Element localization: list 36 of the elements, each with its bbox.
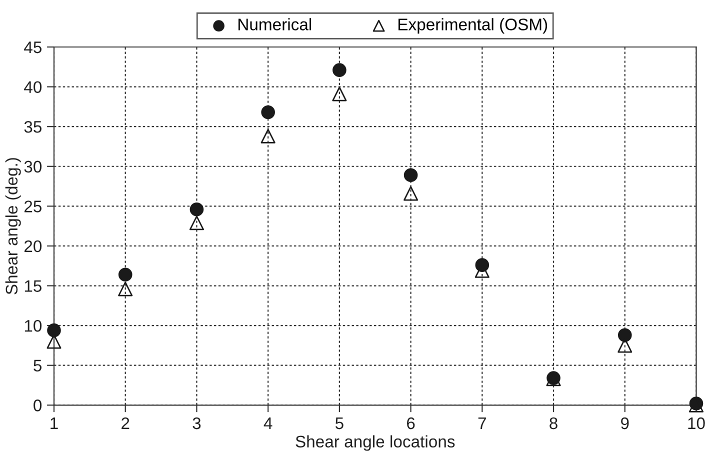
x-tick-label: 2 [122, 417, 130, 430]
x-tick-label: 4 [264, 418, 272, 430]
point [618, 328, 632, 342]
x-tick-label: 7 [478, 418, 486, 430]
x-tick-label: 10 [688, 417, 705, 430]
y-tick-label: 30 [24, 160, 42, 173]
x-tick-label: 3 [192, 417, 201, 430]
x-tick-label: 8 [550, 417, 558, 430]
point [47, 323, 61, 338]
point [404, 186, 418, 201]
x-axis-title: Shear angle locations [296, 435, 455, 451]
x-tick-label: 6 [407, 417, 415, 430]
x-tick-label: 5 [335, 418, 344, 430]
point [404, 168, 418, 182]
y-tick-label: 35 [24, 120, 42, 133]
point [190, 202, 204, 216]
y-tick-label: 20 [24, 240, 42, 252]
y-tick-label: 15 [24, 280, 42, 292]
y-tick-label: 5 [34, 360, 42, 372]
point [260, 128, 276, 144]
point [332, 63, 346, 77]
y-tick-label: 40 [24, 81, 42, 93]
y-tick-label: 10 [24, 320, 42, 332]
point [189, 216, 204, 230]
point [332, 86, 347, 102]
point [118, 282, 133, 296]
point [118, 268, 132, 282]
point [261, 105, 275, 120]
legend-label: Numerical [238, 18, 312, 30]
y-tick-label: 45 [24, 42, 42, 54]
y-axis-title: Shear angle (deg.) [5, 158, 21, 294]
y-tick-label: 0 [34, 400, 42, 412]
x-tick-label: 9 [621, 417, 629, 430]
legend-label: Experimental (OSM) [398, 18, 548, 34]
x-tick-label: 1 [50, 418, 58, 430]
y-tick-label: 25 [24, 200, 42, 212]
